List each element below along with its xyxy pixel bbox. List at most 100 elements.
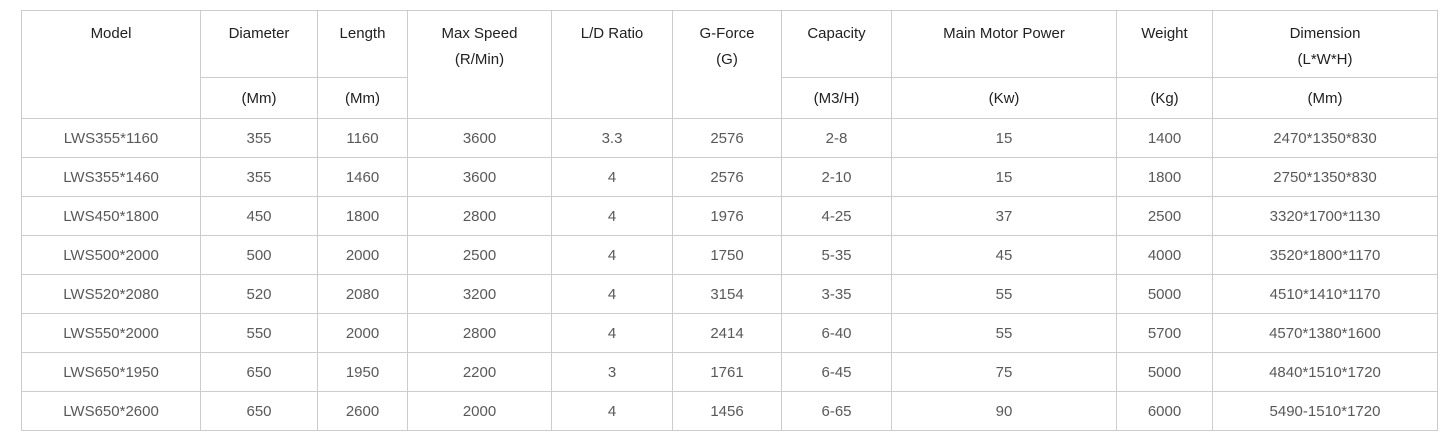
value-cell: 4840*1510*1720: [1212, 352, 1438, 392]
col-header-ld-ratio: L/D Ratio: [551, 10, 673, 119]
value-cell: 2080: [317, 274, 408, 314]
value-cell: 3600: [407, 118, 552, 158]
value-cell: 4: [551, 274, 673, 314]
value-cell: 520: [200, 274, 318, 314]
value-cell: 650: [200, 352, 318, 392]
spec-table: Model Diameter Length Max Speed (R/Min) …: [21, 10, 1438, 431]
value-cell: 3320*1700*1130: [1212, 196, 1438, 236]
value-cell: 3: [551, 352, 673, 392]
value-cell: 2600: [317, 391, 408, 431]
value-cell: 450: [200, 196, 318, 236]
value-cell: 5-35: [781, 235, 892, 275]
value-cell: 4: [551, 391, 673, 431]
model-cell: LWS650*1950: [21, 352, 201, 392]
col-header-dimension-label: Dimension: [1289, 25, 1361, 42]
value-cell: 6-65: [781, 391, 892, 431]
model-cell: LWS550*2000: [21, 313, 201, 353]
value-cell: 4: [551, 313, 673, 353]
unit-main-motor-power: (Kw): [891, 77, 1117, 119]
value-cell: 55: [891, 274, 1117, 314]
col-header-max-speed-label: Max Speed: [441, 25, 518, 42]
value-cell: 1460: [317, 157, 408, 197]
value-cell: 2-8: [781, 118, 892, 158]
value-cell: 45: [891, 235, 1117, 275]
col-header-g-force-sublabel: (G): [716, 51, 738, 68]
value-cell: 6-40: [781, 313, 892, 353]
unit-capacity: (M3/H): [781, 77, 892, 119]
col-header-diameter: Diameter: [200, 10, 318, 78]
value-cell: 355: [200, 157, 318, 197]
value-cell: 1160: [317, 118, 408, 158]
col-header-length: Length: [317, 10, 408, 78]
value-cell: 1750: [672, 235, 782, 275]
unit-weight: (Kg): [1116, 77, 1213, 119]
value-cell: 2200: [407, 352, 552, 392]
unit-length: (Mm): [317, 77, 408, 119]
col-header-capacity: Capacity: [781, 10, 892, 78]
value-cell: 4: [551, 196, 673, 236]
value-cell: 500: [200, 235, 318, 275]
value-cell: 2500: [1116, 196, 1213, 236]
model-cell: LWS450*1800: [21, 196, 201, 236]
value-cell: 1761: [672, 352, 782, 392]
value-cell: 3600: [407, 157, 552, 197]
table-row: LWS355*1160 355 1160 3600 3.3 2576 2-8 15 1400 24…: [21, 118, 1438, 158]
value-cell: 4-25: [781, 196, 892, 236]
table-header: Model Diameter Length Max Speed (R/Min) …: [21, 10, 1438, 119]
value-cell: 5000: [1116, 274, 1213, 314]
value-cell: 4: [551, 235, 673, 275]
value-cell: 4: [551, 157, 673, 197]
table-row: LWS355*1460 355 1460 3600 4 2576 2-10 15 1800 275…: [21, 157, 1438, 197]
value-cell: 2414: [672, 313, 782, 353]
value-cell: 3-35: [781, 274, 892, 314]
col-header-model: Model: [21, 10, 201, 119]
value-cell: 3200: [407, 274, 552, 314]
value-cell: 2800: [407, 196, 552, 236]
value-cell: 2576: [672, 157, 782, 197]
value-cell: 1800: [1116, 157, 1213, 197]
value-cell: 650: [200, 391, 318, 431]
value-cell: 15: [891, 118, 1117, 158]
value-cell: 2470*1350*830: [1212, 118, 1438, 158]
table-row: LWS450*1800 450 1800 2800 4 1976 4-25 37 2500 332…: [21, 196, 1438, 236]
header-label-row: Model Diameter Length Max Speed (R/Min) …: [21, 10, 1438, 119]
col-header-main-motor-power: Main Motor Power: [891, 10, 1117, 78]
model-cell: LWS650*2600: [21, 391, 201, 431]
value-cell: 1950: [317, 352, 408, 392]
table-row: LWS520*2080 520 2080 3200 4 3154 3-35 55 5000 451…: [21, 274, 1438, 314]
value-cell: 15: [891, 157, 1117, 197]
value-cell: 2000: [317, 313, 408, 353]
value-cell: 2000: [317, 235, 408, 275]
col-header-g-force-label: G-Force: [699, 25, 755, 42]
value-cell: 3154: [672, 274, 782, 314]
value-cell: 5490-1510*1720: [1212, 391, 1438, 431]
value-cell: 2-10: [781, 157, 892, 197]
spec-table-container: Model Diameter Length Max Speed (R/Min) …: [21, 10, 1438, 431]
unit-dimension: (Mm): [1212, 77, 1438, 119]
value-cell: 1800: [317, 196, 408, 236]
value-cell: 2500: [407, 235, 552, 275]
value-cell: 2000: [407, 391, 552, 431]
value-cell: 6000: [1116, 391, 1213, 431]
col-header-weight: Weight: [1116, 10, 1213, 78]
col-header-dimension-sublabel: (L*W*H): [1297, 51, 1353, 68]
value-cell: 6-45: [781, 352, 892, 392]
value-cell: 90: [891, 391, 1117, 431]
value-cell: 37: [891, 196, 1117, 236]
table-row: LWS650*1950 650 1950 2200 3 1761 6-45 75 5000 484…: [21, 352, 1438, 392]
table-body: LWS355*1160 355 1160 3600 3.3 2576 2-8 15 1400 24…: [21, 118, 1438, 431]
value-cell: 2576: [672, 118, 782, 158]
col-header-g-force: G-Force (G): [672, 10, 782, 119]
col-header-max-speed-sublabel: (R/Min): [454, 51, 505, 68]
value-cell: 4000: [1116, 235, 1213, 275]
value-cell: 5000: [1116, 352, 1213, 392]
value-cell: 4510*1410*1170: [1212, 274, 1438, 314]
table-row: LWS500*2000 500 2000 2500 4 1750 5-35 45 4000 352…: [21, 235, 1438, 275]
value-cell: 1400: [1116, 118, 1213, 158]
model-cell: LWS520*2080: [21, 274, 201, 314]
value-cell: 5700: [1116, 313, 1213, 353]
table-row: LWS650*2600 650 2600 2000 4 1456 6-65 90 6000 549…: [21, 391, 1438, 431]
value-cell: 550: [200, 313, 318, 353]
value-cell: 1976: [672, 196, 782, 236]
value-cell: 2750*1350*830: [1212, 157, 1438, 197]
